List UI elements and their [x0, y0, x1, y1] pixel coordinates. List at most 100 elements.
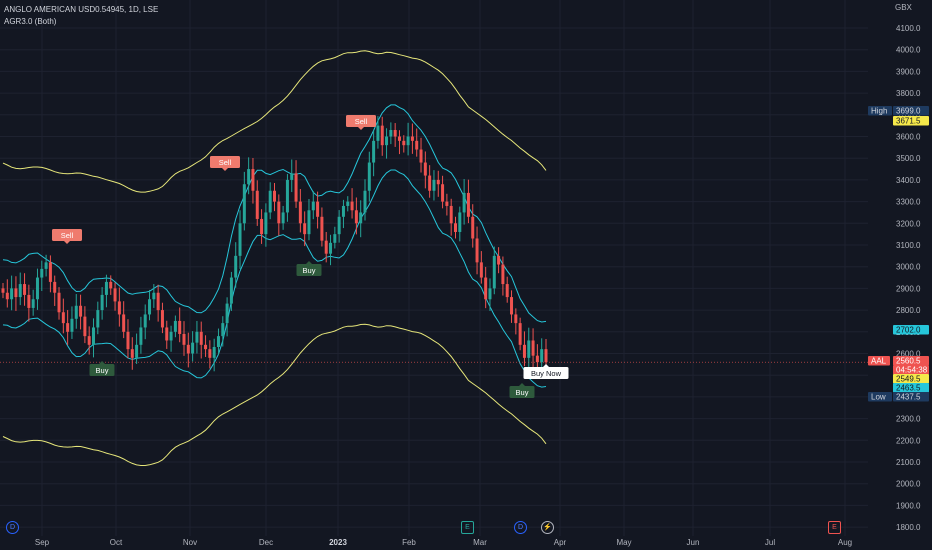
sell-signal-text: Sell	[219, 158, 232, 167]
candle-body	[281, 212, 285, 224]
candle-body	[27, 294, 31, 308]
symbol-title[interactable]: ANGLO AMERICAN USD0.54945, 1D, LSE	[4, 5, 159, 14]
price-tick-label: 3200.0	[896, 219, 921, 228]
yellow-value-2-text: 2549.5	[896, 375, 921, 384]
candle-body	[238, 223, 242, 256]
candle-body	[79, 305, 83, 317]
candle-body	[320, 216, 324, 241]
sell-signal-box	[52, 229, 82, 241]
time-tick-label: Apr	[554, 538, 567, 547]
indicator-title[interactable]: AGR3.0 (Both)	[4, 17, 57, 26]
candle-body	[397, 136, 401, 141]
candle-body	[122, 314, 126, 332]
time-tick-label: Dec	[259, 538, 273, 547]
lower-inner-value-box	[893, 383, 929, 393]
candle-body	[432, 179, 436, 191]
candle-body	[359, 212, 363, 224]
time-tick-label: Sep	[35, 538, 50, 547]
candle-body	[514, 314, 518, 324]
candle-body	[303, 223, 307, 235]
chart-legend[interactable]: ANGLO AMERICAN USD0.54945, 1D, LSE AGR3.…	[4, 4, 158, 28]
buy-now-signal-box	[523, 367, 569, 379]
low-value-box	[893, 392, 929, 402]
inner-band	[2, 104, 547, 388]
low-tag-text: Low	[871, 393, 886, 402]
price-tick-label: 1800.0	[896, 523, 921, 532]
price-tick-label: 3000.0	[896, 263, 921, 272]
candle-body	[445, 201, 449, 206]
time-tick-label: Jun	[687, 538, 700, 547]
sell-signal-pointer	[64, 241, 70, 244]
time-tick-label: Oct	[110, 538, 123, 547]
buy-signal-pointer	[99, 361, 105, 364]
candle-body	[441, 184, 445, 202]
price-tick-label: 1900.0	[896, 501, 921, 510]
earnings-event-icon-2[interactable]: E	[828, 521, 841, 534]
dividend-event-icon[interactable]: D	[6, 521, 19, 534]
candle-body	[1, 288, 5, 293]
candle-body	[484, 277, 488, 300]
buy-signal-pointer	[519, 383, 525, 386]
price-tick-label: 3600.0	[896, 133, 921, 142]
candle-body	[113, 288, 117, 302]
candle-body	[385, 136, 389, 146]
sell-signal-text: Sell	[355, 117, 368, 126]
candle-body	[225, 303, 229, 324]
candle-body	[466, 192, 470, 217]
candle-body	[53, 281, 57, 293]
candle-body	[527, 340, 531, 358]
candle-body	[14, 288, 18, 298]
candle-body	[402, 140, 406, 146]
price-tick-label: 2800.0	[896, 306, 921, 315]
upper-inner-value-box	[893, 325, 929, 335]
candle-body	[372, 140, 376, 163]
time-tick-label: Aug	[838, 538, 852, 547]
candle-body	[354, 210, 358, 224]
candle-body	[260, 218, 264, 235]
candle-body	[160, 310, 164, 328]
sell-signal-box	[210, 156, 240, 168]
candle-body	[10, 288, 14, 300]
candle-body	[191, 342, 195, 354]
candle-body	[31, 299, 35, 308]
buy-signal-box	[89, 364, 115, 376]
buy-signal-text: Buy	[303, 266, 316, 275]
candle-body	[195, 331, 199, 343]
price-tick-label: 2100.0	[896, 458, 921, 467]
time-axis[interactable]: Sep Oct Nov Dec 2023 Feb Mar Apr May Jun Jul Aug	[35, 538, 852, 547]
candle-body	[479, 262, 483, 278]
inner-band-upper	[2, 104, 547, 323]
candle-body	[449, 205, 453, 224]
price-tick-label: 2000.0	[896, 480, 921, 489]
dividend-event-icon-2[interactable]: D	[514, 521, 527, 534]
candle-body	[294, 173, 298, 202]
yellow-value-2-box	[893, 374, 929, 384]
candle-body	[92, 327, 95, 345]
price-axis[interactable]: 4100.04000.03900.03800.03700.03600.03500…	[896, 24, 921, 532]
candle-body	[535, 355, 539, 363]
outer-band-upper	[2, 50, 547, 193]
split-event-icon[interactable]: ⚡	[541, 521, 554, 534]
candle-body	[148, 299, 152, 315]
candle-body	[329, 242, 333, 254]
candle-body	[488, 288, 492, 300]
candle-body	[96, 310, 100, 328]
candle-body	[156, 292, 160, 311]
low-value-text: 2437.5	[896, 393, 921, 402]
candle-body	[376, 125, 380, 141]
countdown-value-box	[893, 365, 929, 375]
earnings-event-icon[interactable]: E	[461, 521, 474, 534]
price-tick-label: 2900.0	[896, 284, 921, 293]
candle-body	[83, 316, 87, 337]
candle-body	[393, 129, 397, 137]
last-price-value-text: 2560.5	[896, 357, 921, 366]
candle-body	[428, 175, 432, 191]
ticker-tag-text: AAL	[871, 357, 887, 366]
candle-body	[182, 333, 186, 345]
candle-body	[277, 201, 281, 224]
candle-body	[126, 331, 130, 350]
candle-body	[234, 255, 238, 278]
candle-body	[406, 136, 410, 146]
candle-body	[264, 212, 268, 235]
